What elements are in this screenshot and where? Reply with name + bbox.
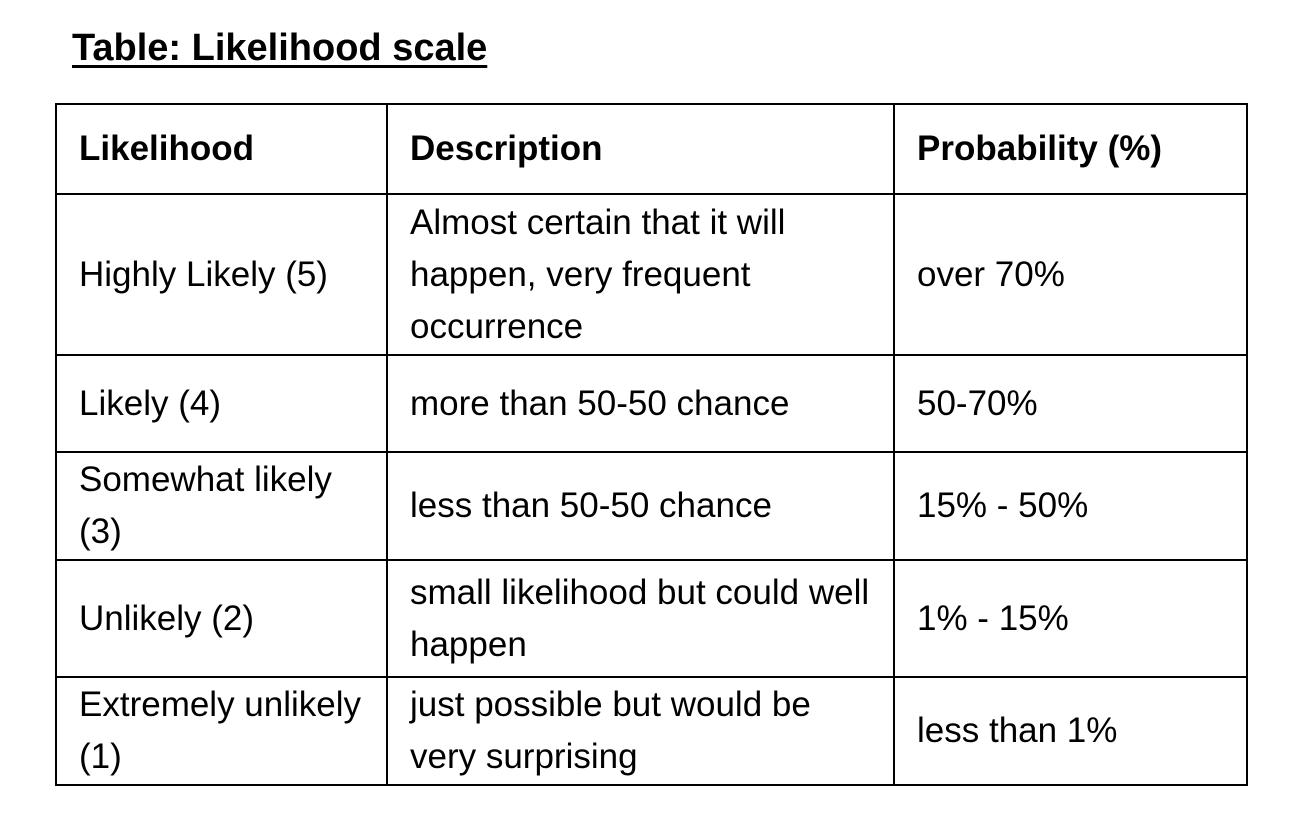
header-likelihood: Likelihood: [55, 103, 388, 195]
likelihood-scale-table: Likelihood Description Probability (%) H…: [55, 103, 1248, 786]
likelihood-cell: Likely (4): [55, 354, 388, 453]
table-row: Unlikely (2) small likelihood but could …: [55, 559, 1248, 678]
probability-cell: 1% - 15%: [893, 559, 1248, 678]
table-row: Likely (4) more than 50-50 chance 50-70%: [55, 354, 1248, 453]
description-cell: less than 50-50 chance: [386, 451, 895, 561]
probability-cell: less than 1%: [893, 676, 1248, 786]
probability-cell: over 70%: [893, 193, 1248, 356]
table-row: Somewhat likely (3) less than 50-50 chan…: [55, 451, 1248, 561]
header-probability: Probability (%): [893, 103, 1248, 195]
table-row: Highly Likely (5) Almost certain that it…: [55, 193, 1248, 356]
description-cell: small likelihood but could well happen: [386, 559, 895, 678]
likelihood-cell: Extremely unlikely (1): [55, 676, 388, 786]
probability-cell: 15% - 50%: [893, 451, 1248, 561]
description-cell: just possible but would be very surprisi…: [386, 676, 895, 786]
description-cell: Almost certain that it will happen, very…: [386, 193, 895, 356]
header-description: Description: [386, 103, 895, 195]
table-header-row: Likelihood Description Probability (%): [55, 103, 1248, 195]
page-title: Table: Likelihood scale: [72, 27, 488, 69]
likelihood-cell: Highly Likely (5): [55, 193, 388, 356]
likelihood-cell: Unlikely (2): [55, 559, 388, 678]
description-cell: more than 50-50 chance: [386, 354, 895, 453]
table-row: Extremely unlikely (1) just possible but…: [55, 676, 1248, 786]
probability-cell: 50-70%: [893, 354, 1248, 453]
likelihood-cell: Somewhat likely (3): [55, 451, 388, 561]
